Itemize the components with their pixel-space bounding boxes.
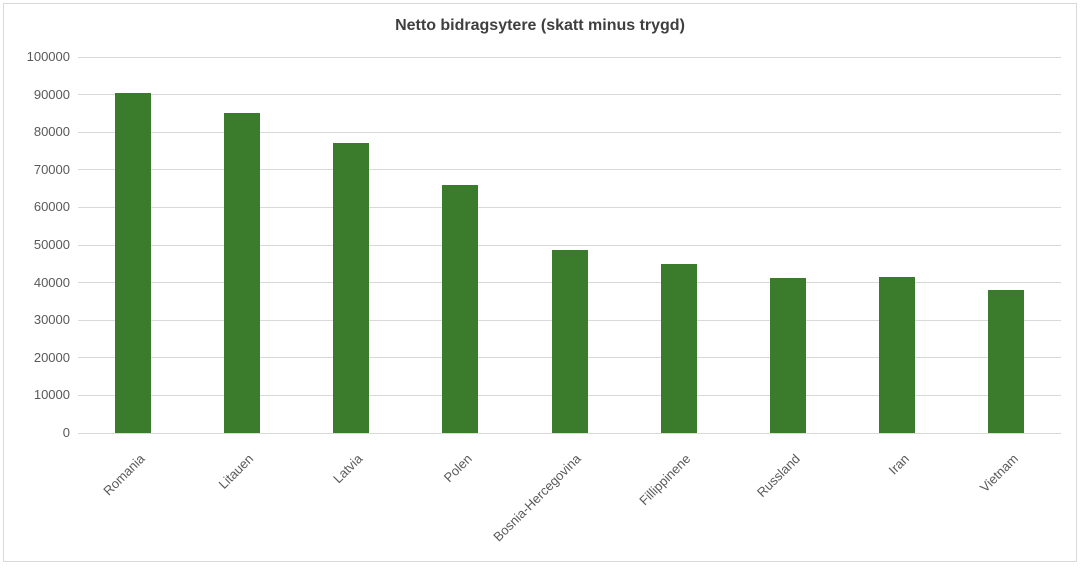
y-axis-tick-label: 70000 — [33, 161, 70, 177]
gridline — [78, 56, 1061, 58]
x-axis-category-label: Bosnia-Hercegovina — [490, 451, 585, 545]
x-axis-category-label: Vietnam — [976, 451, 1021, 496]
bar-bosnia-hercegovina — [551, 249, 588, 433]
y-axis-tick-label: 100000 — [26, 49, 70, 64]
plot-area — [78, 56, 1061, 434]
gridline — [78, 94, 1061, 96]
bar-romania — [114, 93, 151, 433]
y-axis-tick-label: 60000 — [33, 199, 70, 215]
y-axis-tick-label: 10000 — [33, 387, 70, 403]
bar-latvia — [333, 143, 370, 433]
y-axis-tick-label: 20000 — [33, 349, 70, 365]
x-axis-category-label: Polen — [440, 451, 475, 486]
y-axis-tick-label: 80000 — [33, 124, 70, 140]
x-axis-category-label: Latvia — [330, 451, 366, 487]
bar-iran — [879, 277, 916, 433]
gridline — [78, 432, 1061, 434]
chart-title: Netto bidragsytere (skatt minus trygd) — [395, 17, 685, 34]
y-axis-tick-label: 50000 — [33, 237, 70, 252]
y-axis-tick-label: 30000 — [33, 312, 70, 328]
chart-container: Netto bidragsytere (skatt minus trygd) 0… — [3, 3, 1077, 562]
x-axis-category-label: Russland — [753, 451, 803, 500]
x-axis: Romania Litauen Latvia Polen Bosnia-Hercegov… — [78, 433, 1061, 553]
bar-litauen — [223, 112, 260, 433]
x-axis-category-label: Litauen — [215, 451, 257, 492]
x-axis-category-label: Iran — [885, 451, 912, 478]
gridline — [78, 169, 1061, 171]
bar-polen — [442, 184, 479, 433]
gridline — [78, 206, 1061, 208]
y-axis: 0 10000 20000 30000 40000 50000 60000 70000 8000… — [4, 49, 70, 440]
x-axis-category-label: Romania — [99, 451, 148, 499]
gridline — [78, 244, 1061, 246]
x-axis-category-label: Fillippinene — [636, 451, 694, 509]
gridline — [78, 131, 1061, 133]
bar-fillippinene — [660, 263, 697, 433]
y-axis-tick-label: 40000 — [33, 274, 70, 290]
y-axis-tick-label: 0 — [62, 425, 70, 440]
y-axis-tick-label: 90000 — [33, 86, 70, 102]
bar-russland — [769, 277, 806, 433]
bar-vietnam — [988, 290, 1025, 433]
